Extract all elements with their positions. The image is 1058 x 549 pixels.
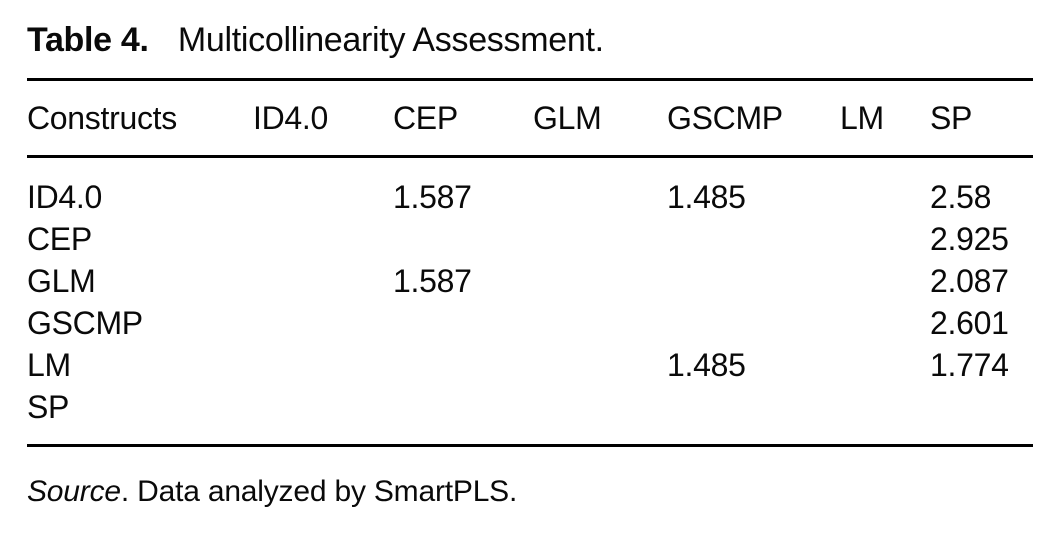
row-header: GLM xyxy=(27,263,96,299)
table-cell: 2.58 xyxy=(930,179,992,215)
table-row-gscmp: GSCMP 2.601 xyxy=(27,302,1033,344)
table-cell xyxy=(533,218,667,260)
table-cell xyxy=(253,302,393,344)
table-cell: 1.485 xyxy=(667,347,746,383)
table-cell xyxy=(840,157,930,219)
table-cell xyxy=(533,302,667,344)
table-cell xyxy=(840,386,930,446)
table-header: Constructs ID4.0 CEP GLM GSCMP LM SP xyxy=(27,79,1033,158)
table-cell xyxy=(393,302,533,344)
table-header-row: Constructs ID4.0 CEP GLM GSCMP LM SP xyxy=(27,79,1033,158)
table-cell: 2.087 xyxy=(930,263,1009,299)
row-header: CEP xyxy=(27,221,92,257)
table-cell xyxy=(930,386,1033,446)
table-caption-title: Multicollinearity Assessment. xyxy=(177,21,604,59)
table-cell xyxy=(533,344,667,386)
table-cell xyxy=(840,260,930,302)
table-cell xyxy=(253,386,393,446)
table-cell xyxy=(253,157,393,219)
table-row-lm: LM 1.485 1.774 xyxy=(27,344,1033,386)
table-caption-label: Table 4. xyxy=(27,21,149,59)
multicollinearity-table: Constructs ID4.0 CEP GLM GSCMP LM SP ID4… xyxy=(27,78,1033,447)
table-cell xyxy=(667,302,840,344)
table-cell xyxy=(393,386,533,446)
table-cell: 1.587 xyxy=(393,263,472,299)
row-header: ID4.0 xyxy=(27,179,102,215)
table-row-id40: ID4.0 1.587 1.485 2.58 xyxy=(27,157,1033,219)
table-cell xyxy=(667,260,840,302)
table-cell: 2.601 xyxy=(930,305,1009,341)
col-header-id40: ID4.0 xyxy=(253,79,393,158)
table-cell: 1.485 xyxy=(667,179,746,215)
table-cell xyxy=(533,386,667,446)
col-header-lm: LM xyxy=(840,79,930,158)
row-header: SP xyxy=(27,389,70,425)
col-header-glm: GLM xyxy=(533,79,667,158)
table-source-note: Source. Data analyzed by SmartPLS. xyxy=(27,475,1033,509)
source-note-label: Source xyxy=(27,475,121,508)
table-cell xyxy=(253,344,393,386)
col-header-gscmp: GSCMP xyxy=(667,79,840,158)
table-cell xyxy=(667,218,840,260)
table-cell xyxy=(840,302,930,344)
table-row-sp: SP xyxy=(27,386,1033,446)
table-cell xyxy=(253,260,393,302)
table-cell xyxy=(840,344,930,386)
col-header-cep: CEP xyxy=(393,79,533,158)
table-cell xyxy=(533,260,667,302)
col-header-constructs: Constructs xyxy=(27,79,253,158)
table-cell xyxy=(533,157,667,219)
table-cell xyxy=(393,344,533,386)
row-header: LM xyxy=(27,347,71,383)
table-caption: Table 4. Multicollinearity Assessment. xyxy=(27,18,1033,62)
table-cell: 1.587 xyxy=(393,179,472,215)
table-cell: 1.774 xyxy=(930,347,1009,383)
table-cell xyxy=(840,218,930,260)
col-header-sp: SP xyxy=(930,79,1033,158)
table-cell xyxy=(667,386,840,446)
row-header: GSCMP xyxy=(27,305,143,341)
table-cell: 2.925 xyxy=(930,221,1009,257)
table-cell xyxy=(253,218,393,260)
table-body: ID4.0 1.587 1.485 2.58 CEP 2.925 GLM xyxy=(27,157,1033,446)
table-row-glm: GLM 1.587 2.087 xyxy=(27,260,1033,302)
source-note-text: . Data analyzed by SmartPLS. xyxy=(120,475,518,508)
table-row-cep: CEP 2.925 xyxy=(27,218,1033,260)
table-cell xyxy=(393,218,533,260)
